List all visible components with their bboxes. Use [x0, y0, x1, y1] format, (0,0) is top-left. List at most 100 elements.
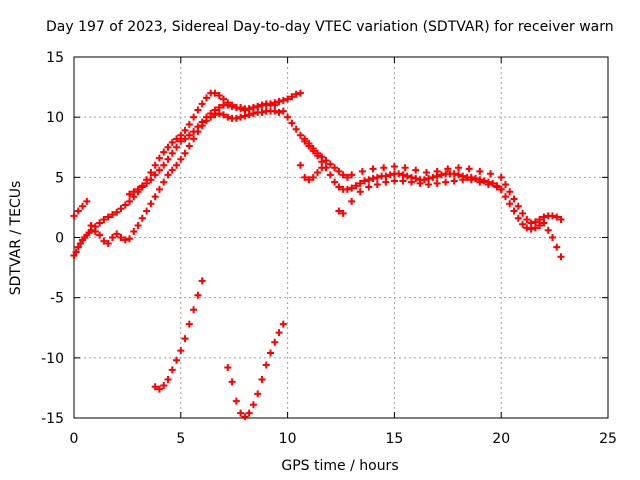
data-point: [309, 144, 317, 152]
data-point: [433, 167, 441, 175]
data-point: [335, 207, 343, 215]
data-point: [416, 179, 424, 187]
data-point: [164, 143, 172, 151]
data-point: [220, 111, 228, 119]
data-point: [450, 177, 458, 185]
data-point: [100, 237, 108, 245]
data-point: [177, 347, 185, 355]
data-point: [100, 215, 108, 223]
data-point: [177, 137, 185, 145]
data-point: [173, 356, 181, 364]
data-point: [548, 234, 556, 241]
data-point: [318, 164, 326, 172]
data-point: [121, 201, 129, 209]
data-point: [493, 183, 501, 191]
data-point: [126, 190, 134, 198]
y-tick-label: 15: [46, 50, 64, 66]
data-point: [164, 375, 172, 383]
data-point: [395, 170, 403, 178]
data-point: [301, 135, 309, 143]
data-point: [121, 236, 129, 244]
data-point: [155, 166, 163, 174]
data-point: [322, 156, 330, 164]
data-point: [401, 164, 409, 172]
data-point: [249, 104, 257, 112]
data-point: [531, 224, 539, 232]
data-point: [155, 154, 163, 162]
axis-ticks: 0 5 10 15 20 25 -15 -10 -5 0 5 10 15: [41, 50, 617, 447]
data-point: [557, 215, 565, 223]
data-point: [271, 338, 279, 346]
x-tick-label: 0: [70, 431, 79, 447]
data-point: [331, 164, 339, 172]
data-point: [134, 221, 142, 229]
data-point: [296, 161, 304, 169]
data-point: [484, 181, 492, 189]
data-point: [407, 178, 415, 186]
data-point: [454, 164, 462, 172]
data-point: [296, 131, 304, 139]
data-point: [314, 169, 322, 177]
data-point: [215, 92, 223, 100]
data-point: [284, 95, 292, 103]
y-tick-label: 10: [46, 110, 64, 126]
data-point: [365, 183, 373, 191]
data-point: [476, 178, 484, 186]
data-point: [275, 98, 283, 106]
data-point: [557, 253, 565, 261]
data-point: [360, 177, 368, 185]
data-points: [70, 89, 565, 421]
data-point: [442, 178, 450, 186]
data-point: [215, 104, 223, 112]
data-point: [198, 118, 206, 126]
data-point: [501, 181, 509, 189]
data-point: [258, 375, 266, 383]
data-point: [147, 169, 155, 177]
data-point: [211, 106, 219, 114]
data-point: [168, 366, 176, 374]
data-point: [160, 178, 168, 186]
data-point: [215, 110, 223, 118]
data-point: [155, 385, 163, 393]
data-point: [454, 171, 462, 179]
data-point: [314, 149, 322, 157]
data-point: [151, 383, 159, 391]
data-point: [126, 197, 134, 205]
data-point: [296, 89, 304, 97]
data-point: [506, 188, 514, 196]
data-point: [245, 111, 253, 119]
data-point: [138, 214, 146, 222]
data-point: [232, 114, 240, 122]
data-point: [420, 176, 428, 184]
data-point: [194, 291, 202, 299]
data-point: [198, 277, 206, 285]
data-point: [249, 401, 257, 409]
data-point: [292, 90, 300, 98]
data-point: [224, 113, 232, 121]
data-point: [117, 205, 125, 213]
data-point: [544, 226, 552, 234]
data-point: [335, 167, 343, 175]
data-point: [72, 248, 80, 256]
data-point: [425, 175, 433, 183]
data-point: [497, 185, 505, 193]
data-point: [275, 329, 283, 337]
data-point: [472, 175, 480, 183]
data-point: [459, 176, 467, 184]
data-point: [514, 214, 522, 222]
data-point: [96, 219, 104, 227]
x-tick-label: 10: [279, 431, 297, 447]
data-point: [365, 176, 373, 184]
data-point: [279, 96, 287, 104]
data-point: [232, 397, 240, 405]
data-point: [523, 215, 531, 223]
data-point: [271, 101, 279, 109]
data-point: [390, 163, 398, 171]
data-point: [506, 200, 514, 208]
data-point: [380, 164, 388, 172]
data-point: [444, 165, 452, 173]
data-point: [168, 138, 176, 146]
data-point: [164, 171, 172, 179]
data-point: [155, 185, 163, 193]
